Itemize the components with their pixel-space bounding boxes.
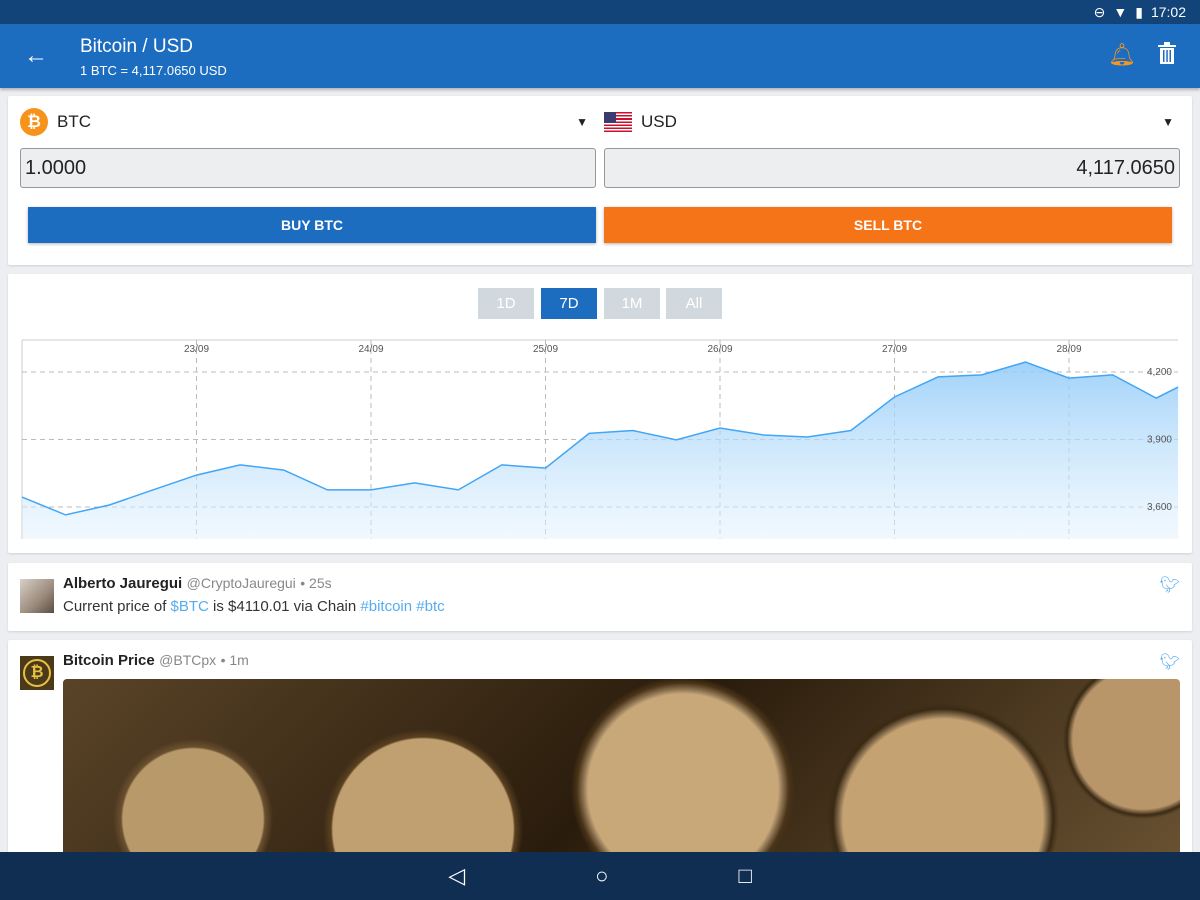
range-7d-button[interactable]: 7D [541, 288, 597, 319]
x-tick-label: 24/09 [358, 344, 383, 355]
buy-button[interactable]: BUY BTC [28, 207, 596, 243]
to-currency-select[interactable]: USD ▼ [604, 108, 1174, 136]
tweet-time: • 25s [300, 575, 332, 591]
range-1m-button[interactable]: 1M [604, 288, 660, 319]
price-chart[interactable]: 23/09 24/09 25/09 26/09 27/09 28/09 4,200 3,900… [8, 274, 1192, 553]
range-all-button[interactable]: All [666, 288, 722, 319]
tweet-author[interactable]: Bitcoin Price [63, 652, 155, 669]
tweet-card[interactable]: ₿ Bitcoin Price @BTCpx • 1m 🐦︎ [8, 640, 1192, 870]
chevron-down-icon: ▼ [1162, 115, 1174, 129]
x-tick-label: 25/09 [533, 344, 558, 355]
hashtag-link[interactable]: #bitcoin [360, 598, 413, 615]
app-bar: ← Bitcoin / USD 1 BTC = 4,117.0650 USD 🔔… [0, 24, 1200, 88]
battery-icon: ▮ [1135, 3, 1143, 20]
price-area [22, 362, 1179, 539]
back-nav-icon[interactable]: ◁ [448, 863, 466, 888]
navigation-bar: ◁ ○ □ [0, 852, 1200, 900]
tweet-header: Alberto Jauregui @CryptoJauregui • 25s [63, 575, 332, 593]
trash-icon[interactable] [1157, 42, 1177, 70]
tweet-text: Current price of $BTC is $4110.01 via Ch… [63, 598, 445, 615]
back-arrow-icon[interactable]: ← [24, 42, 48, 69]
wifi-icon: ▼ [1113, 4, 1128, 20]
dnd-icon: ⊖ [1093, 3, 1106, 20]
converter-card: ₿ BTC ▼ USD ▼ 1.0000 4,117.0650 BUY BTC … [8, 96, 1192, 265]
status-bar: ⊖ ▼ ▮ 17:02 [0, 0, 1200, 24]
to-amount-input[interactable]: 4,117.0650 [604, 148, 1180, 188]
y-tick-label: 4,200 [1147, 367, 1172, 378]
cashtag-link[interactable]: $BTC [170, 598, 209, 615]
recents-nav-icon[interactable]: □ [738, 863, 752, 888]
tweet-author[interactable]: Alberto Jauregui [63, 575, 183, 592]
clock: 17:02 [1150, 4, 1186, 20]
exchange-rate: 1 BTC = 4,117.0650 USD [80, 63, 227, 78]
x-tick-label: 26/09 [707, 344, 732, 355]
from-amount-input[interactable]: 1.0000 [20, 148, 596, 188]
page-title: Bitcoin / USD [80, 36, 193, 57]
y-tick-label: 3,900 [1147, 435, 1172, 446]
tweet-header: Bitcoin Price @BTCpx • 1m [63, 652, 249, 670]
tweet-handle[interactable]: @CryptoJauregui [186, 575, 296, 591]
x-tick-label: 27/09 [882, 344, 907, 355]
hashtag-link[interactable]: #btc [416, 598, 445, 615]
range-1d-button[interactable]: 1D [478, 288, 534, 319]
tweet-image-bitcoin-coins[interactable] [63, 679, 1180, 870]
x-tick-label: 28/09 [1056, 344, 1081, 355]
avatar [20, 579, 54, 613]
bitcoin-icon: ₿ [20, 108, 48, 136]
twitter-bird-icon: 🐦︎ [1159, 577, 1180, 594]
twitter-bird-icon: 🐦︎ [1159, 654, 1180, 671]
y-tick-label: 3,600 [1147, 502, 1172, 513]
to-currency-label: USD [641, 112, 677, 131]
tweet-card[interactable]: Alberto Jauregui @CryptoJauregui • 25s C… [8, 563, 1192, 631]
avatar: ₿ [20, 656, 54, 690]
price-line [21, 361, 1179, 516]
tweet-handle[interactable]: @BTCpx [159, 652, 217, 668]
sell-button[interactable]: SELL BTC [604, 207, 1172, 243]
home-nav-icon[interactable]: ○ [595, 863, 609, 888]
chevron-down-icon: ▼ [576, 115, 588, 129]
alarm-bell-icon[interactable]: 🔔︎ [1108, 42, 1136, 67]
tweet-time: • 1m [220, 652, 249, 668]
x-tick-label: 23/09 [184, 344, 209, 355]
from-currency-label: BTC [57, 112, 91, 131]
from-currency-select[interactable]: ₿ BTC ▼ [20, 108, 588, 136]
chart-card: 1D 7D 1M All 23/09 24/09 25/09 26/09 27/09 28… [8, 274, 1192, 553]
us-flag-icon [604, 112, 632, 132]
